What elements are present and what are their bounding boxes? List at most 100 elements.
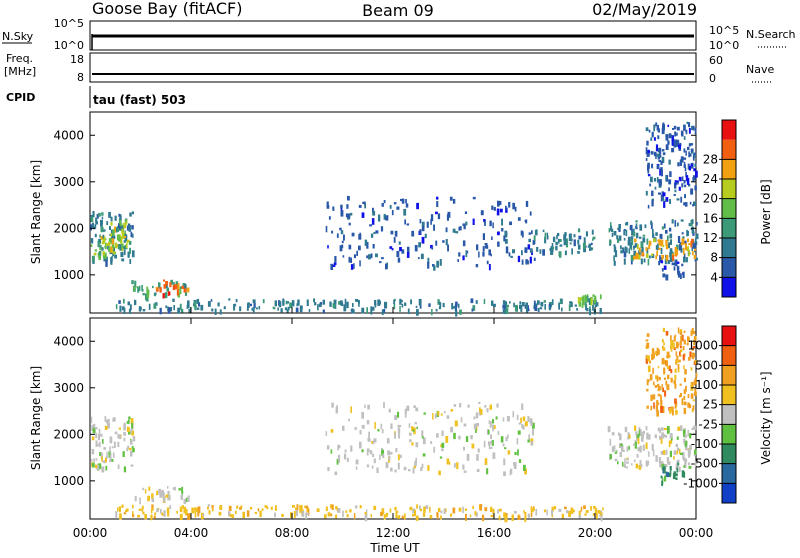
power-cell <box>688 183 691 187</box>
power-cell <box>694 242 697 250</box>
velocity-cell <box>514 511 517 514</box>
velocity-cell <box>326 445 330 450</box>
velocity-cell <box>364 404 366 408</box>
power-colorbar-tick-label: 4 <box>710 270 718 284</box>
velocity-cell <box>419 505 421 510</box>
velocity-cell <box>666 366 670 369</box>
power-cell <box>430 218 432 225</box>
velocity-cell <box>344 449 347 453</box>
power-cell <box>348 244 352 250</box>
power-cell <box>493 206 496 211</box>
power-cell <box>664 258 667 265</box>
power-cell <box>502 304 505 309</box>
power-cell <box>509 221 512 226</box>
power-cell <box>491 205 494 210</box>
power-cell <box>344 298 347 306</box>
power-cell <box>679 244 682 251</box>
velocity-cell <box>161 489 164 497</box>
velocity-cell <box>611 446 615 452</box>
velocity-cell <box>187 495 190 502</box>
power-cell <box>346 204 349 209</box>
power-cell <box>669 239 672 245</box>
power-cell <box>503 235 506 242</box>
velocity-cell <box>670 346 673 352</box>
power-cell <box>297 299 300 306</box>
power-cell <box>676 265 680 270</box>
power-cell <box>585 231 588 237</box>
velocity-cell <box>228 505 232 511</box>
power-cell <box>123 298 125 304</box>
power-cell <box>391 248 394 251</box>
velocity-cell <box>646 379 649 386</box>
power-cell <box>134 299 137 306</box>
power-cell <box>665 175 667 181</box>
power-cell <box>188 309 191 313</box>
velocity-cell <box>350 445 353 452</box>
power-cell <box>399 298 402 305</box>
velocity-cell <box>142 511 145 515</box>
velocity-cell <box>503 471 506 476</box>
velocity-cell <box>131 430 135 436</box>
power-cell <box>662 152 666 156</box>
velocity-cell <box>614 458 618 462</box>
velocity-ytick-label: 4000 <box>53 334 84 348</box>
power-cell <box>389 205 392 209</box>
power-cell <box>693 201 696 206</box>
velocity-colorbar-tick-label: 100 <box>695 378 718 392</box>
power-cell <box>497 231 500 235</box>
power-cell <box>454 304 457 312</box>
power-cell <box>570 302 573 308</box>
velocity-cell <box>683 339 686 345</box>
power-cell <box>651 190 654 197</box>
power-cell <box>650 176 653 183</box>
velocity-cell <box>342 425 345 431</box>
velocity-cell <box>436 512 439 519</box>
velocity-cell <box>90 416 93 424</box>
velocity-cell <box>476 468 480 473</box>
velocity-cell <box>486 468 489 475</box>
velocity-cell <box>183 499 187 504</box>
power-cell <box>676 132 678 136</box>
velocity-cell <box>664 377 666 380</box>
power-cell <box>430 244 433 249</box>
velocity-cell <box>674 405 677 409</box>
velocity-ytick-label: 3000 <box>53 381 84 395</box>
power-cell <box>623 229 626 231</box>
velocity-cell <box>566 510 569 514</box>
velocity-cell <box>658 435 662 440</box>
velocity-cell <box>162 495 166 503</box>
velocity-cell <box>117 441 120 447</box>
power-cell <box>613 231 617 236</box>
velocity-cell <box>663 466 666 473</box>
power-cell <box>633 245 635 250</box>
velocity-cell <box>683 465 686 468</box>
velocity-cell <box>179 506 183 513</box>
velocity-cell <box>639 460 642 466</box>
power-cell <box>692 177 695 183</box>
power-cell <box>599 294 602 300</box>
power-cell <box>647 162 650 169</box>
power-colorbar-swatch <box>722 257 736 278</box>
velocity-cell <box>522 416 526 422</box>
velocity-cell <box>590 506 592 511</box>
power-cell <box>633 232 636 237</box>
velocity-cell <box>379 454 381 460</box>
velocity-cell <box>109 454 112 461</box>
velocity-cell <box>151 504 154 510</box>
power-cell <box>674 220 677 227</box>
velocity-cell <box>130 464 134 467</box>
velocity-cell <box>460 417 463 423</box>
power-cell <box>352 309 355 314</box>
power-cell <box>620 245 622 250</box>
power-cell <box>393 202 397 205</box>
power-cell <box>525 259 528 264</box>
velocity-cell <box>672 342 675 349</box>
power-cell <box>332 264 336 267</box>
power-cell <box>587 298 589 303</box>
power-cell <box>130 231 133 237</box>
power-cell <box>177 307 181 314</box>
power-cell <box>331 230 334 234</box>
velocity-cell <box>257 508 260 512</box>
